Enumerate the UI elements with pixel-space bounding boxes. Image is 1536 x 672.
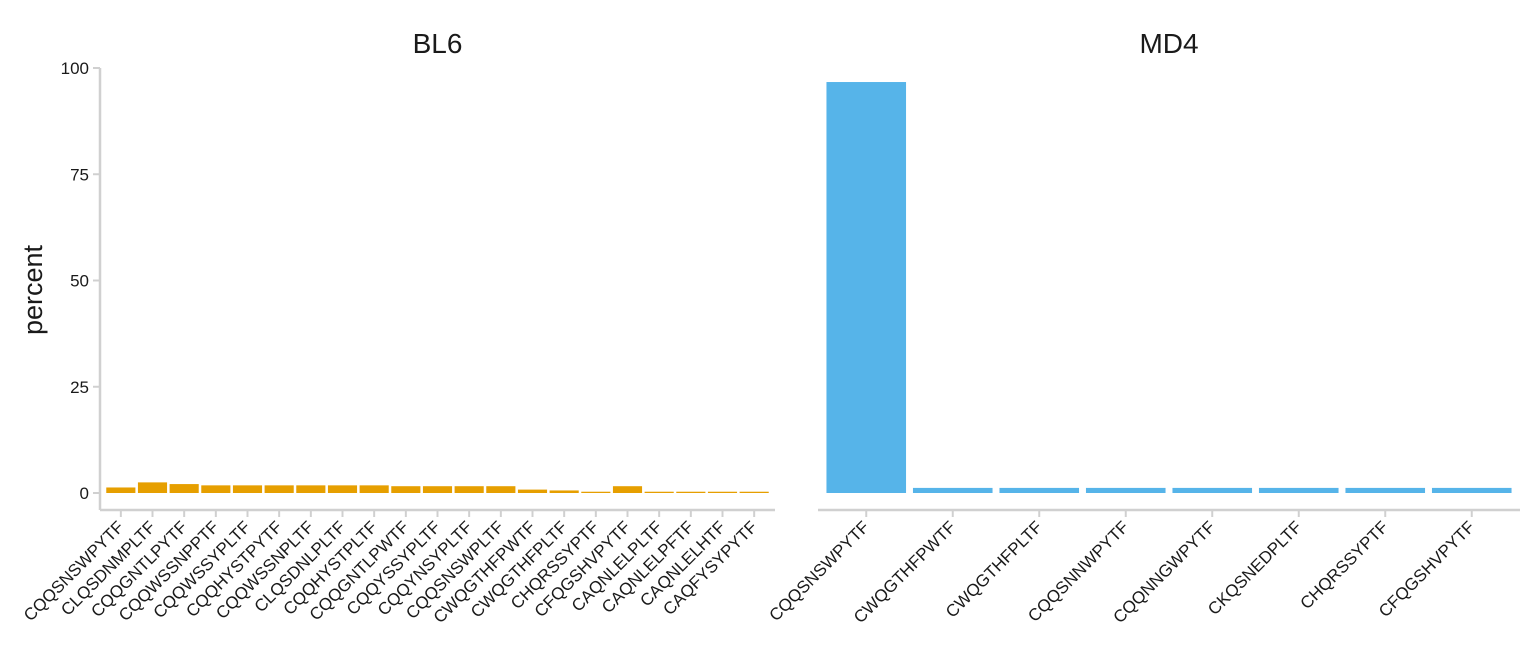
bar [1345,487,1426,493]
x-tick-label: CFQGSHVPYTF [1375,517,1479,621]
bar [517,489,548,493]
bar [264,485,294,493]
bar [1085,487,1166,493]
bar [486,486,516,493]
bar [359,485,389,493]
panel-md4: MD4CQQSNSWPYTFCWQGTHFPWTFCWQGTHFPLTFCQQS… [765,28,1520,627]
bar [612,486,643,493]
panels: BL60255075100CQQSNSWPYTFCLQSDNMPLTFCQQGN… [20,28,1520,627]
bar [232,485,263,493]
bar [644,491,674,493]
y-tick-label: 50 [70,272,89,291]
panel-title: MD4 [1139,28,1198,59]
bar [106,487,136,493]
panel-bl6: BL60255075100CQQSNSWPYTFCLQSDNMPLTFCQQGN… [20,28,775,627]
bar [137,482,168,493]
bar [454,486,484,493]
bar [1431,487,1512,493]
bar [549,490,579,493]
bar [169,484,199,493]
bar [391,486,421,493]
bar [422,486,453,493]
bar [296,485,326,493]
bar [201,485,231,493]
bar [1258,487,1339,493]
y-tick-label: 25 [70,378,89,397]
bar [999,487,1080,493]
bar [581,491,611,493]
bar [826,82,907,494]
x-tick-label: CHQRSSYPTF [1296,517,1392,613]
panel-title: BL6 [413,28,463,59]
y-axis-label: percent [18,244,48,335]
bar [676,491,706,493]
bar [912,487,993,493]
y-tick-label: 0 [80,484,89,503]
x-tick-label: CKQSNEDPLTF [1204,517,1305,618]
bar [327,485,358,493]
bar [739,491,769,493]
bar [1172,487,1253,493]
y-tick-label: 100 [61,59,89,78]
bar [707,491,738,493]
y-tick-label: 75 [70,165,89,184]
